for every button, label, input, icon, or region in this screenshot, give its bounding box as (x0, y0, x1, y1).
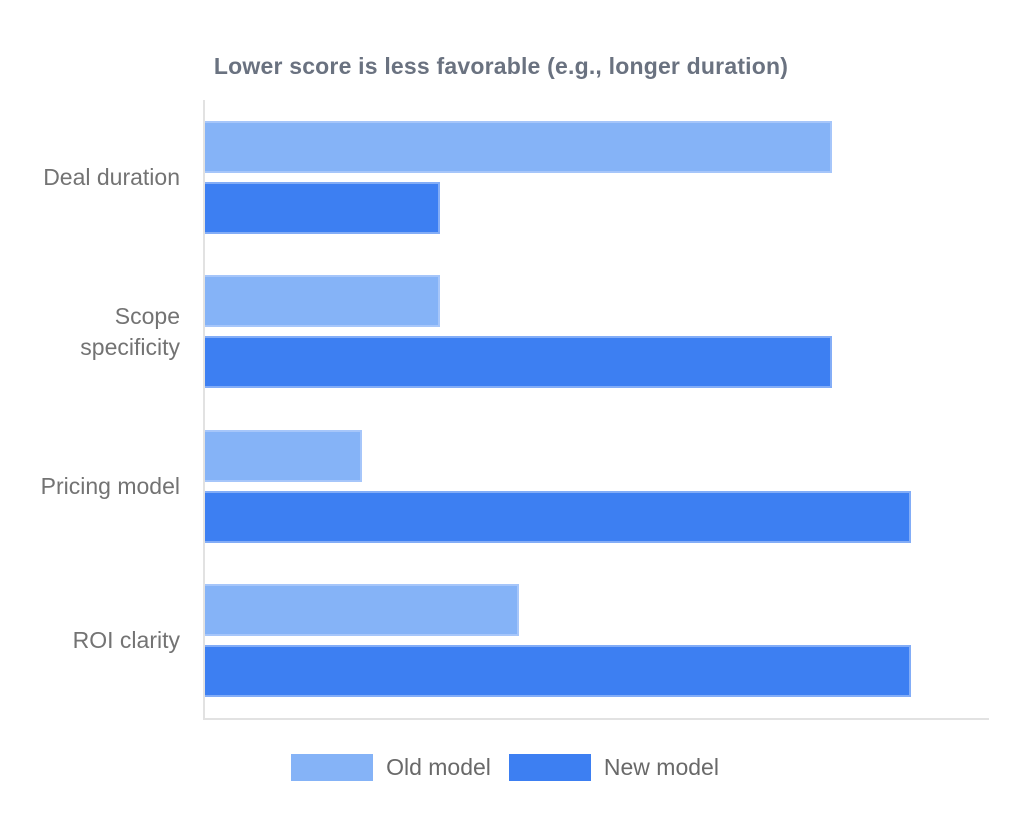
bar-group (205, 255, 989, 410)
legend-swatch-old-model (291, 754, 374, 781)
y-axis-labels: Deal duration Scope specificity Pricing mo… (20, 100, 180, 718)
legend-item-old-model: Old model (291, 754, 491, 781)
category-label: Pricing model (40, 472, 180, 499)
bar-new-model (205, 336, 833, 389)
bar-old-model (205, 120, 833, 173)
chart-title: Lower score is less favorable (e.g., lon… (213, 53, 789, 79)
bar-group (205, 564, 989, 719)
bar-new-model (205, 490, 911, 543)
legend: Old model New model (0, 754, 1010, 781)
category-label: ROI clarity (72, 627, 180, 654)
plot-area (203, 100, 989, 720)
bar-old-model (205, 584, 519, 637)
bar-group (205, 100, 989, 255)
category-label: Scope specificity (80, 302, 180, 360)
category-label: Deal duration (43, 163, 180, 190)
legend-label-old-model: Old model (386, 754, 491, 780)
bar-new-model (205, 645, 911, 698)
legend-item-new-model: New model (508, 754, 719, 781)
bar-group (205, 409, 989, 564)
bar-new-model (205, 181, 441, 234)
bar-old-model (205, 429, 362, 482)
bar-old-model (205, 275, 441, 328)
legend-label-new-model: New model (603, 754, 719, 780)
legend-swatch-new-model (508, 754, 591, 781)
